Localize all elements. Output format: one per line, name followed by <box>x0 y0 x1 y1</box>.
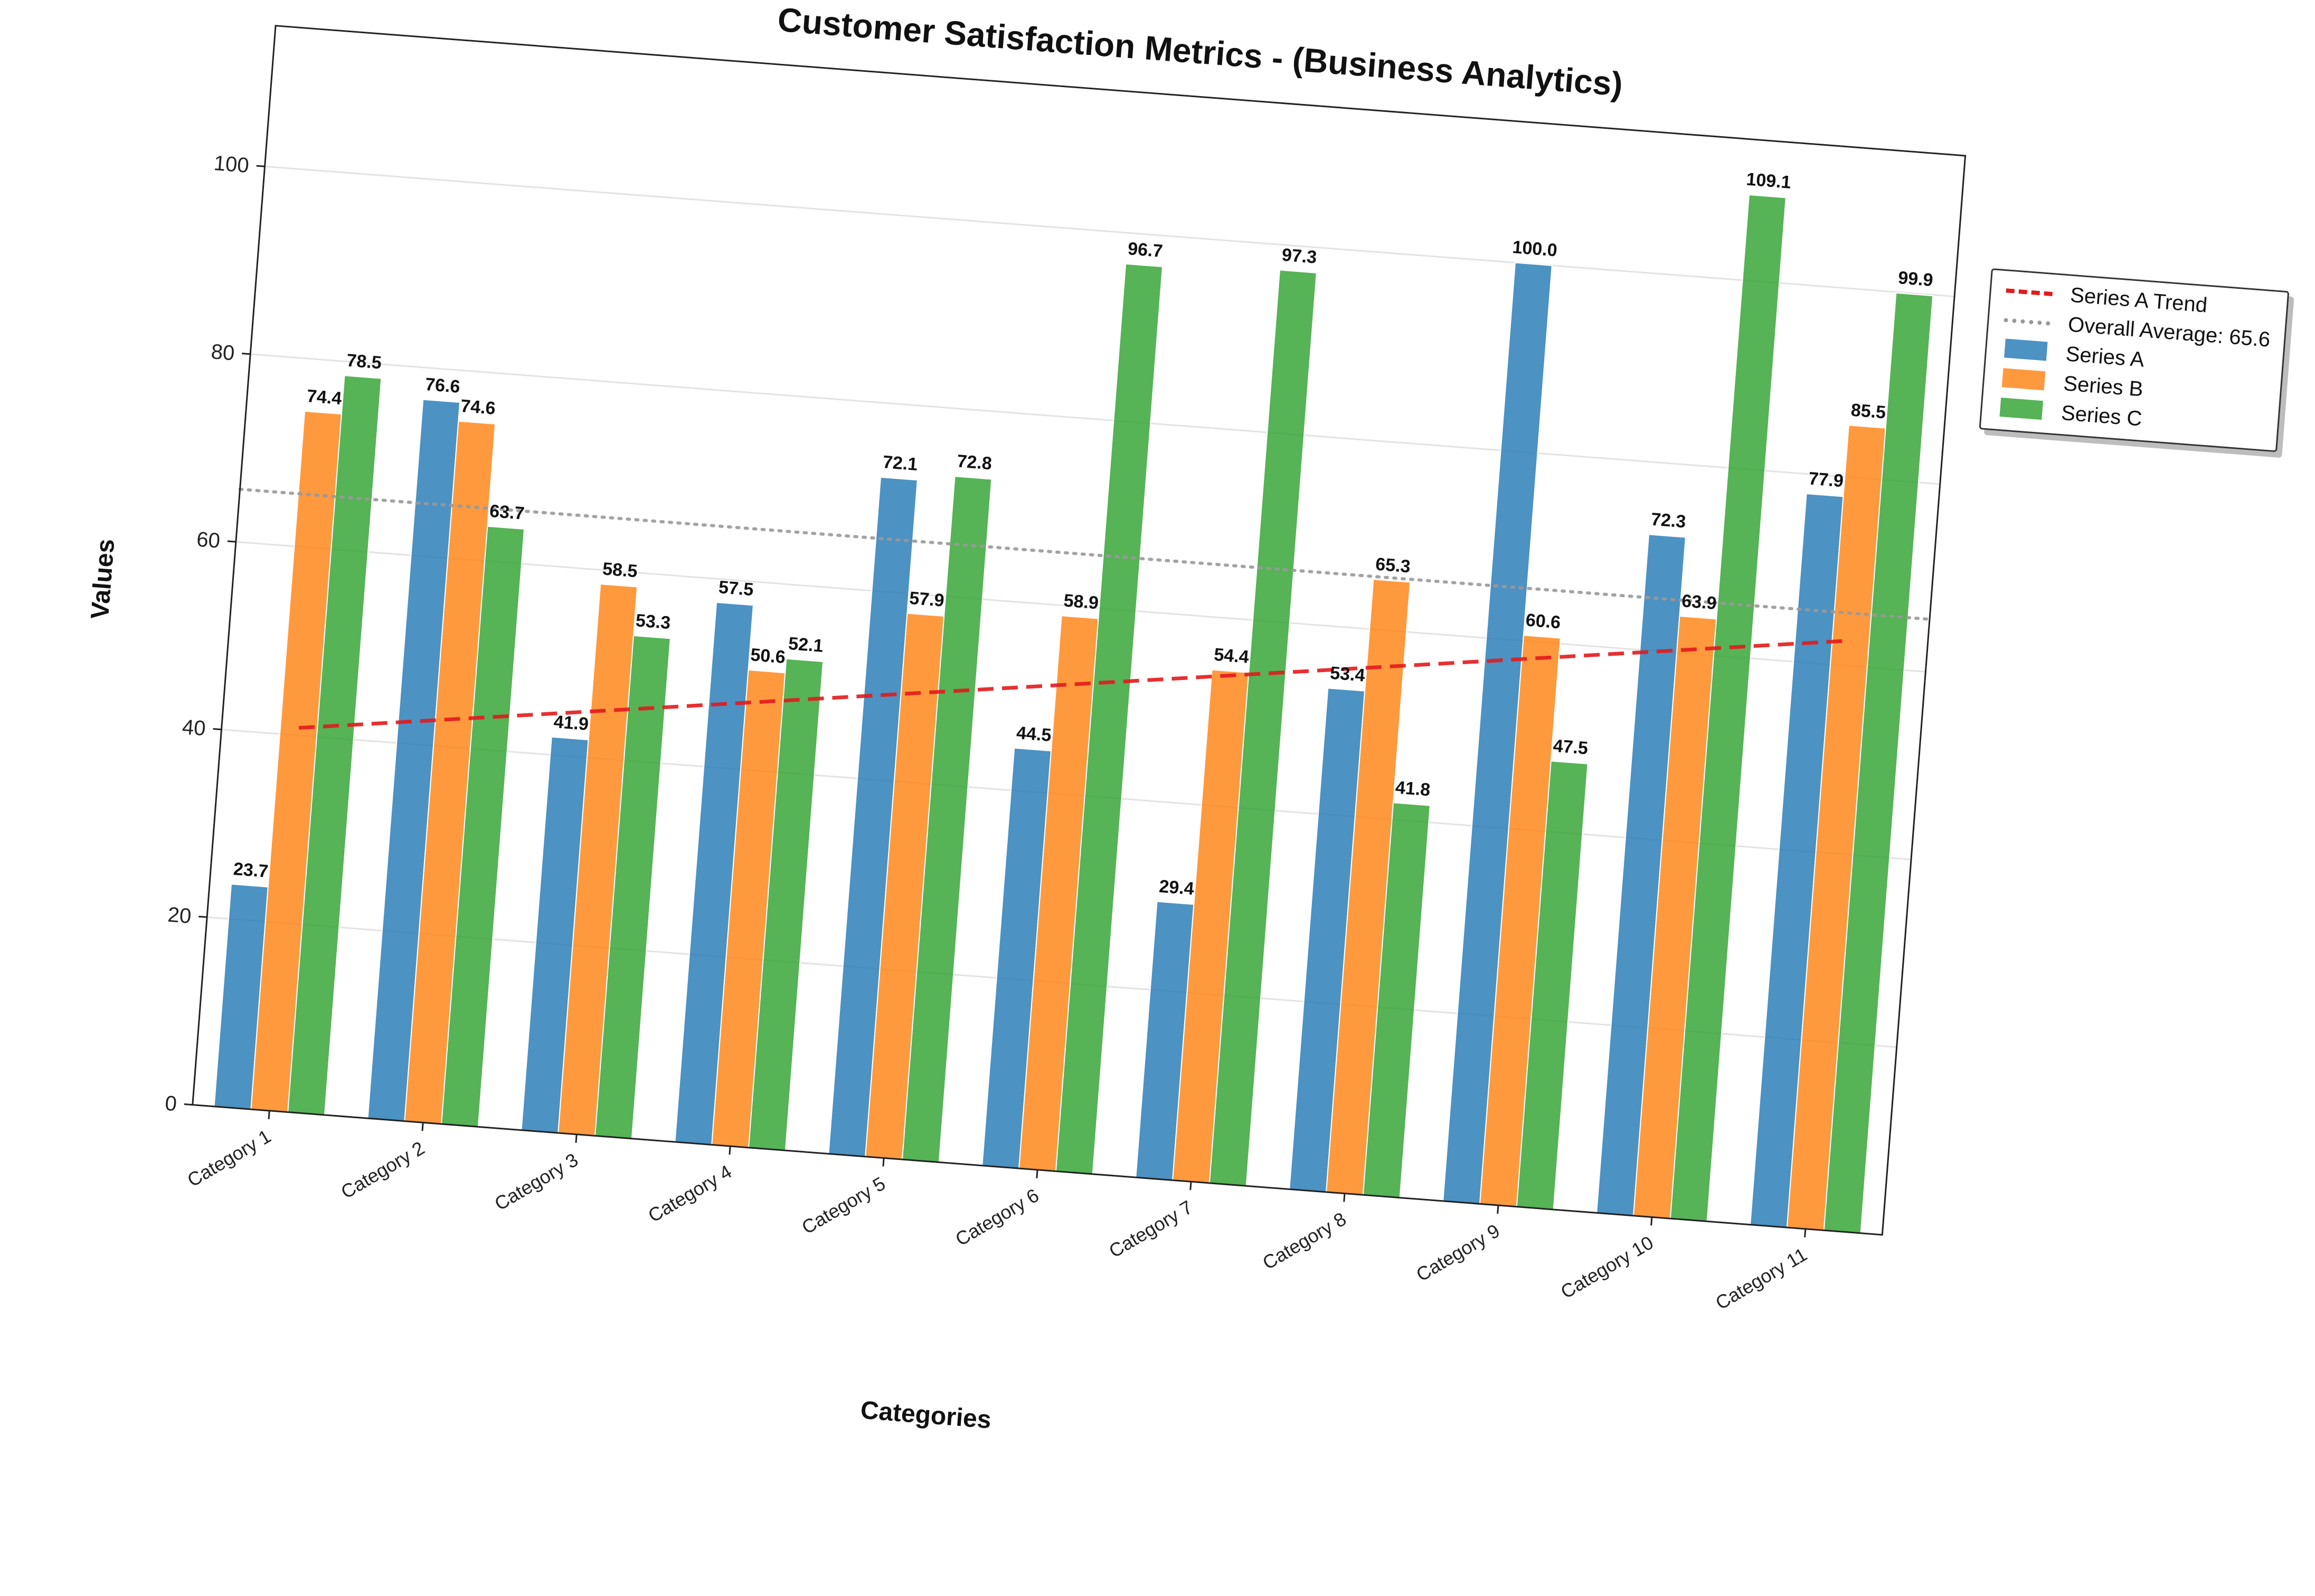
data-label: 58.9 <box>1063 591 1099 613</box>
x-tick <box>1189 1182 1192 1191</box>
data-label: 53.4 <box>1329 663 1366 686</box>
legend-key-series-b <box>1995 363 2050 397</box>
data-label: 77.9 <box>1808 468 1844 491</box>
gridline <box>264 165 1955 298</box>
x-tick <box>421 1122 424 1131</box>
data-label: 97.3 <box>1281 245 1318 268</box>
x-tick-label: Category 8 <box>1259 1208 1349 1274</box>
data-label: 41.9 <box>553 712 589 734</box>
data-label: 54.4 <box>1213 645 1250 667</box>
x-tick-label: Category 9 <box>1412 1220 1503 1286</box>
data-label: 85.5 <box>1850 400 1887 423</box>
data-label: 74.4 <box>306 386 343 409</box>
x-tick-label: Category 11 <box>1712 1243 1810 1314</box>
data-label: 57.5 <box>718 577 754 600</box>
legend-key-trend <box>2002 275 2057 309</box>
x-tick-label: Category 4 <box>644 1160 735 1226</box>
x-tick <box>1343 1193 1346 1202</box>
y-tick-label: 80 <box>210 340 235 365</box>
y-tick-label: 0 <box>164 1092 178 1116</box>
average-line <box>238 487 1932 621</box>
data-label: 100.0 <box>1511 237 1558 260</box>
y-tick-label: 100 <box>213 152 250 177</box>
y-axis-label: Values <box>86 538 120 620</box>
legend-key-average <box>1999 305 2054 338</box>
data-label: 50.6 <box>750 645 786 667</box>
x-tick-label: Category 6 <box>951 1184 1042 1250</box>
data-label: 96.7 <box>1127 239 1164 261</box>
legend-label-series-c: Series C <box>2060 401 2143 431</box>
chart-legend: Series A Trend Overall Average: 65.6 Ser… <box>1979 268 2290 452</box>
data-label: 72.8 <box>956 451 993 474</box>
data-label: 41.8 <box>1395 778 1431 800</box>
x-tick <box>1650 1217 1653 1226</box>
data-label: 47.5 <box>1552 736 1589 759</box>
x-tick <box>882 1158 885 1167</box>
bars <box>213 194 1934 1234</box>
data-label: 53.3 <box>635 610 672 633</box>
x-tick-label: Category 7 <box>1105 1196 1196 1262</box>
data-label: 63.9 <box>1681 591 1717 613</box>
data-label: 72.3 <box>1650 509 1687 532</box>
data-label: 99.9 <box>1897 268 1934 290</box>
data-label: 76.6 <box>424 374 461 397</box>
y-tick-label: 60 <box>196 528 221 553</box>
legend-key-series-c <box>1993 393 2048 427</box>
y-tick-label: 40 <box>181 715 206 740</box>
x-tick-label: Category 5 <box>798 1173 889 1239</box>
data-label: 23.7 <box>233 859 269 882</box>
x-tick-label: Category 3 <box>491 1149 582 1215</box>
y-tick <box>227 540 236 543</box>
gridline <box>250 353 1940 485</box>
legend-key-series-a <box>1997 334 2052 368</box>
x-axis-label: Categories <box>859 1396 992 1434</box>
x-tick-label: Category 2 <box>337 1137 428 1203</box>
data-label: 109.1 <box>1745 169 1792 192</box>
trend-line <box>298 638 1851 730</box>
x-tick-label: Category 10 <box>1557 1232 1657 1303</box>
y-tick-label: 20 <box>167 903 192 928</box>
data-label: 78.5 <box>346 351 382 373</box>
chart-title: Customer Satisfaction Metrics - (Busines… <box>776 1 1624 103</box>
reference-lines <box>238 487 1932 730</box>
data-label: 58.5 <box>602 559 638 581</box>
data-label: 72.1 <box>882 452 919 475</box>
data-label: 52.1 <box>788 634 824 656</box>
data-label: 57.9 <box>909 588 945 611</box>
data-label: 74.6 <box>460 396 496 419</box>
x-tick <box>575 1134 578 1143</box>
legend-label-series-b: Series B <box>2063 371 2144 401</box>
data-label: 29.4 <box>1158 876 1195 899</box>
legend-label-series-a: Series A <box>2065 342 2146 372</box>
data-label: 60.6 <box>1525 610 1562 632</box>
data-label: 63.7 <box>489 501 525 524</box>
data-label: 44.5 <box>1016 723 1052 745</box>
x-tick-label: Category 1 <box>184 1125 275 1191</box>
data-labels: 23.7 76.6 41.9 57.5 72.1 44.5 29.4 53.4 100.0 72.… <box>233 169 1934 899</box>
data-label: 65.3 <box>1375 554 1411 577</box>
x-tick <box>1804 1229 1807 1238</box>
